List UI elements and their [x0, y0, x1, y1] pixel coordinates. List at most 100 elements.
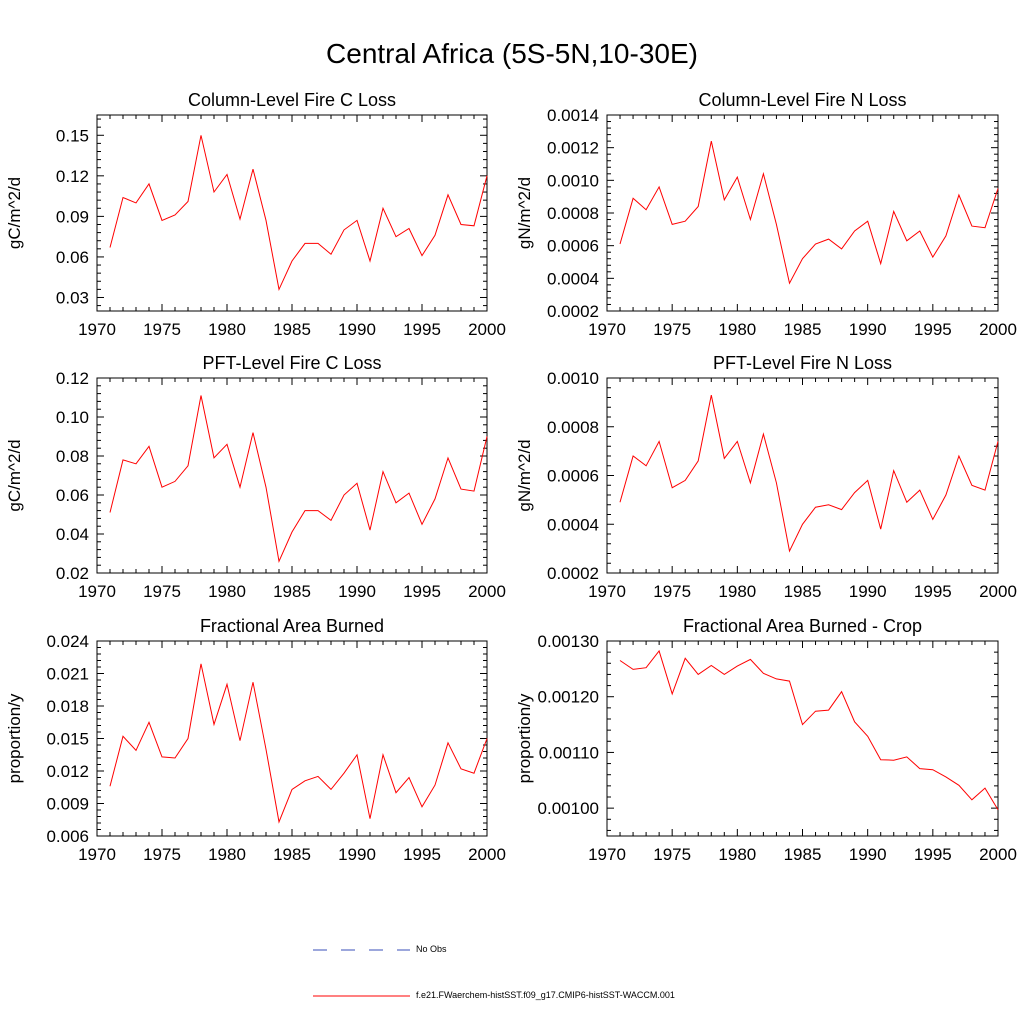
panel-title: PFT-Level Fire C Loss — [202, 353, 381, 373]
plot-frame — [96, 114, 488, 312]
x-tick-label: 1990 — [338, 320, 376, 339]
panel-title: Fractional Area Burned - Crop — [683, 616, 922, 636]
y-tick-label: 0.06 — [56, 248, 89, 267]
y-tick-label: 0.0004 — [547, 269, 599, 288]
series-line — [619, 649, 999, 811]
y-axis-label: gN/m^2/d — [515, 177, 534, 249]
x-tick-label: 1995 — [914, 320, 952, 339]
panel-title: PFT-Level Fire N Loss — [713, 353, 892, 373]
x-tick-label: 1980 — [208, 582, 246, 601]
legend — [313, 949, 410, 997]
x-tick-label: 1975 — [653, 582, 691, 601]
legend-model-label: f.e21.FWaerchem-histSST.f09_g17.CMIP6-hi… — [416, 990, 675, 1000]
x-tick-label: 1990 — [849, 320, 887, 339]
panel-3: 1970 1975 1980 1985 1990 1995 2000 0.02 0.04 0.06… — [5, 353, 506, 601]
x-tick-label: 1990 — [849, 582, 887, 601]
y-tick-label: 0.0006 — [547, 237, 599, 256]
series-line — [109, 395, 488, 564]
y-axis-label: proportion/y — [515, 693, 534, 783]
x-tick-label: 1985 — [273, 582, 311, 601]
y-axis-label: gN/m^2/d — [515, 439, 534, 511]
x-tick-label: 1990 — [338, 582, 376, 601]
x-tick-label: 1995 — [914, 845, 952, 864]
x-tick-label: 1990 — [849, 845, 887, 864]
y-tick-label: 0.0014 — [547, 106, 599, 125]
panel-6: 1970 1975 1980 1985 1990 1995 2000 0.00100 0.001… — [515, 616, 1017, 864]
y-tick-label: 0.0012 — [547, 139, 599, 158]
y-tick-label: 0.0008 — [547, 418, 599, 437]
y-tick-label: 0.012 — [46, 762, 89, 781]
panel-1: 1970 1975 1980 1985 1990 1995 2000 0.03 0.06 0.09… — [5, 90, 506, 339]
panel-title: Column-Level Fire N Loss — [698, 90, 906, 110]
y-tick-label: 0.08 — [56, 447, 89, 466]
x-tick-label: 1985 — [784, 845, 822, 864]
y-tick-label: 0.12 — [56, 369, 89, 388]
legend-no-obs-label: No Obs — [416, 944, 447, 954]
x-tick-label: 1995 — [403, 845, 441, 864]
y-tick-label: 0.09 — [56, 207, 89, 226]
y-tick-label: 0.04 — [56, 525, 89, 544]
x-tick-label: 2000 — [468, 320, 506, 339]
x-tick-label: 1980 — [718, 582, 756, 601]
x-tick-label: 2000 — [979, 845, 1017, 864]
y-tick-label: 0.024 — [46, 632, 89, 651]
x-tick-label: 1985 — [273, 320, 311, 339]
panel-4: 1970 1975 1980 1985 1990 1995 2000 0.0002 0.0004… — [515, 353, 1017, 601]
x-tick-label: 1980 — [718, 845, 756, 864]
panel-2: 1970 1975 1980 1985 1990 1995 2000 0.0002 0.0004… — [515, 90, 1017, 339]
y-tick-label: 0.06 — [56, 486, 89, 505]
y-tick-label: 0.03 — [56, 288, 89, 307]
y-tick-label: 0.0006 — [547, 467, 599, 486]
y-tick-label: 0.0002 — [547, 564, 599, 583]
y-tick-label: 0.12 — [56, 167, 89, 186]
x-tick-label: 1975 — [143, 582, 181, 601]
x-tick-label: 1980 — [718, 320, 756, 339]
x-tick-label: 1970 — [78, 320, 116, 339]
y-axis-label: proportion/y — [5, 693, 24, 783]
y-tick-label: 0.0010 — [547, 369, 599, 388]
x-tick-label: 2000 — [979, 320, 1017, 339]
y-tick-label: 0.02 — [56, 564, 89, 583]
panels-layer: 1970 1975 1980 1985 1990 1995 2000 0.03 0.06 0.09… — [5, 90, 1017, 864]
y-tick-label: 0.0004 — [547, 515, 599, 534]
plot-frame — [606, 640, 999, 837]
x-tick-label: 2000 — [468, 845, 506, 864]
x-tick-label: 1970 — [78, 582, 116, 601]
x-tick-label: 1995 — [914, 582, 952, 601]
x-tick-label: 1970 — [588, 582, 626, 601]
x-tick-label: 2000 — [979, 582, 1017, 601]
x-tick-label: 1980 — [208, 320, 246, 339]
page-title: Central Africa (5S-5N,10-30E) — [326, 38, 698, 69]
y-tick-label: 0.018 — [46, 697, 89, 716]
y-tick-label: 0.0010 — [547, 171, 599, 190]
y-tick-label: 0.00120 — [538, 688, 599, 707]
x-tick-label: 2000 — [468, 582, 506, 601]
x-tick-label: 1995 — [403, 320, 441, 339]
plot-frame — [96, 377, 488, 574]
x-tick-label: 1995 — [403, 582, 441, 601]
x-tick-label: 1980 — [208, 845, 246, 864]
panel-title: Fractional Area Burned — [200, 616, 384, 636]
series-line — [619, 394, 999, 553]
y-tick-label: 0.009 — [46, 795, 89, 814]
x-tick-label: 1975 — [653, 320, 691, 339]
series-line — [109, 663, 488, 824]
panel-5: 1970 1975 1980 1985 1990 1995 2000 0.006 0.009 0.… — [5, 616, 506, 864]
plot-frame — [606, 377, 999, 574]
x-tick-label: 1975 — [143, 320, 181, 339]
y-tick-label: 0.0002 — [547, 302, 599, 321]
y-tick-label: 0.00130 — [538, 632, 599, 651]
x-tick-label: 1985 — [273, 845, 311, 864]
panel-title: Column-Level Fire C Loss — [188, 90, 396, 110]
y-tick-label: 0.10 — [56, 408, 89, 427]
x-tick-label: 1970 — [78, 845, 116, 864]
x-tick-label: 1985 — [784, 582, 822, 601]
x-tick-label: 1975 — [653, 845, 691, 864]
x-tick-label: 1970 — [588, 320, 626, 339]
y-tick-label: 0.15 — [56, 126, 89, 145]
y-axis-label: gC/m^2/d — [5, 177, 24, 249]
y-tick-label: 0.0008 — [547, 204, 599, 223]
x-tick-label: 1970 — [588, 845, 626, 864]
series-line — [109, 135, 488, 292]
y-tick-label: 0.00100 — [538, 799, 599, 818]
